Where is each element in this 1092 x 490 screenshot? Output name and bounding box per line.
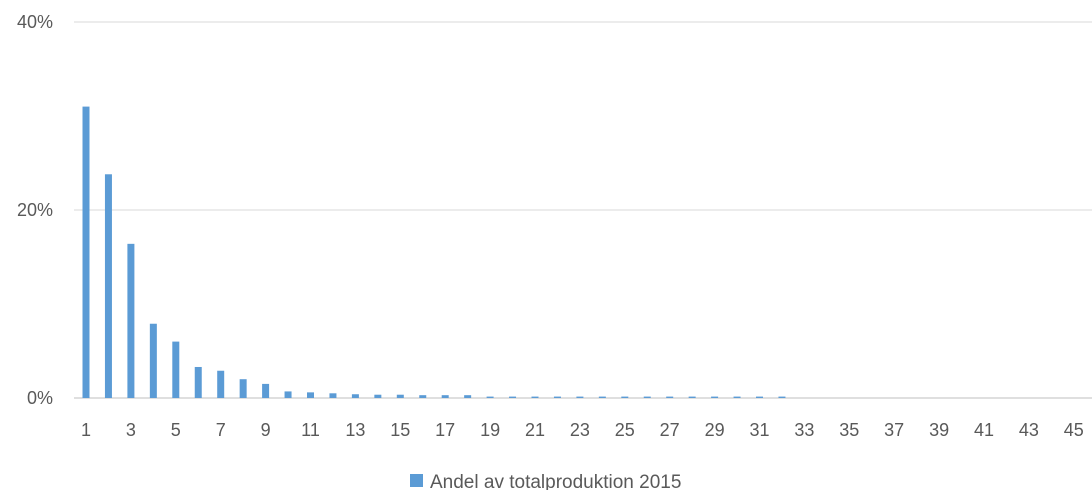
bar-3 <box>127 243 135 398</box>
x-tick-label: 1 <box>81 420 91 440</box>
bar-16 <box>419 395 427 398</box>
bar-15 <box>396 394 404 398</box>
bar-12 <box>329 393 337 398</box>
bar-18 <box>464 395 472 398</box>
x-tick-label: 17 <box>435 420 455 440</box>
x-tick-label: 21 <box>525 420 545 440</box>
bar-8 <box>239 379 247 398</box>
bar-26 <box>643 396 651 398</box>
bar-4 <box>149 323 157 398</box>
legend: Andel av totalproduktion 2015 <box>410 472 681 490</box>
bar-27 <box>666 396 674 398</box>
bar-2 <box>104 174 112 398</box>
bar-24 <box>598 396 606 398</box>
x-tick-label: 9 <box>261 420 271 440</box>
x-tick-label: 31 <box>749 420 769 440</box>
bar-7 <box>217 370 225 398</box>
bar-23 <box>576 396 584 398</box>
bar-6 <box>194 366 202 398</box>
bar-29 <box>711 396 719 398</box>
bar-9 <box>262 383 270 398</box>
x-axis: 1 3 5 7 9 11 13 15 17 19 21 23 25 27 29 31 33 35 37 39 41 43 4… <box>81 420 1084 440</box>
bar-17 <box>441 395 449 398</box>
x-tick-label: 27 <box>660 420 680 440</box>
x-tick-label: 37 <box>884 420 904 440</box>
bar-21 <box>531 396 539 398</box>
legend-swatch <box>410 474 423 487</box>
bar-20 <box>509 396 517 398</box>
bar-13 <box>351 394 359 398</box>
x-tick-label: 25 <box>615 420 635 440</box>
x-tick-label: 35 <box>839 420 859 440</box>
x-tick-label: 13 <box>345 420 365 440</box>
y-tick-label: 20% <box>17 200 53 220</box>
legend-label: Andel av totalproduktion 2015 <box>430 472 681 490</box>
x-tick-label: 39 <box>929 420 949 440</box>
y-axis: 0% 20% 40% <box>17 12 53 408</box>
x-tick-label: 11 <box>301 420 320 440</box>
bar-31 <box>756 396 763 398</box>
bar-1 <box>82 106 90 398</box>
bar-10 <box>284 391 292 398</box>
bar-28 <box>688 396 696 398</box>
bar-11 <box>307 392 314 398</box>
x-tick-label: 3 <box>126 420 136 440</box>
bar-25 <box>621 396 629 398</box>
bar-5 <box>172 341 180 398</box>
x-tick-label: 41 <box>974 420 994 440</box>
bar-14 <box>374 394 382 398</box>
x-tick-label: 5 <box>171 420 181 440</box>
x-tick-label: 45 <box>1064 420 1084 440</box>
x-tick-label: 33 <box>794 420 814 440</box>
x-tick-label: 29 <box>705 420 725 440</box>
bar-32 <box>778 396 786 398</box>
bar-series <box>82 106 786 398</box>
bar-22 <box>553 396 561 398</box>
x-tick-label: 43 <box>1019 420 1039 440</box>
x-tick-label: 19 <box>480 420 500 440</box>
bar-19 <box>486 396 494 398</box>
y-tick-label: 0% <box>27 388 53 408</box>
y-tick-label: 40% <box>17 12 53 32</box>
gridlines <box>74 21 1092 399</box>
bar-30 <box>733 396 741 398</box>
x-tick-label: 23 <box>570 420 590 440</box>
x-tick-label: 7 <box>216 420 226 440</box>
x-tick-label: 15 <box>390 420 410 440</box>
